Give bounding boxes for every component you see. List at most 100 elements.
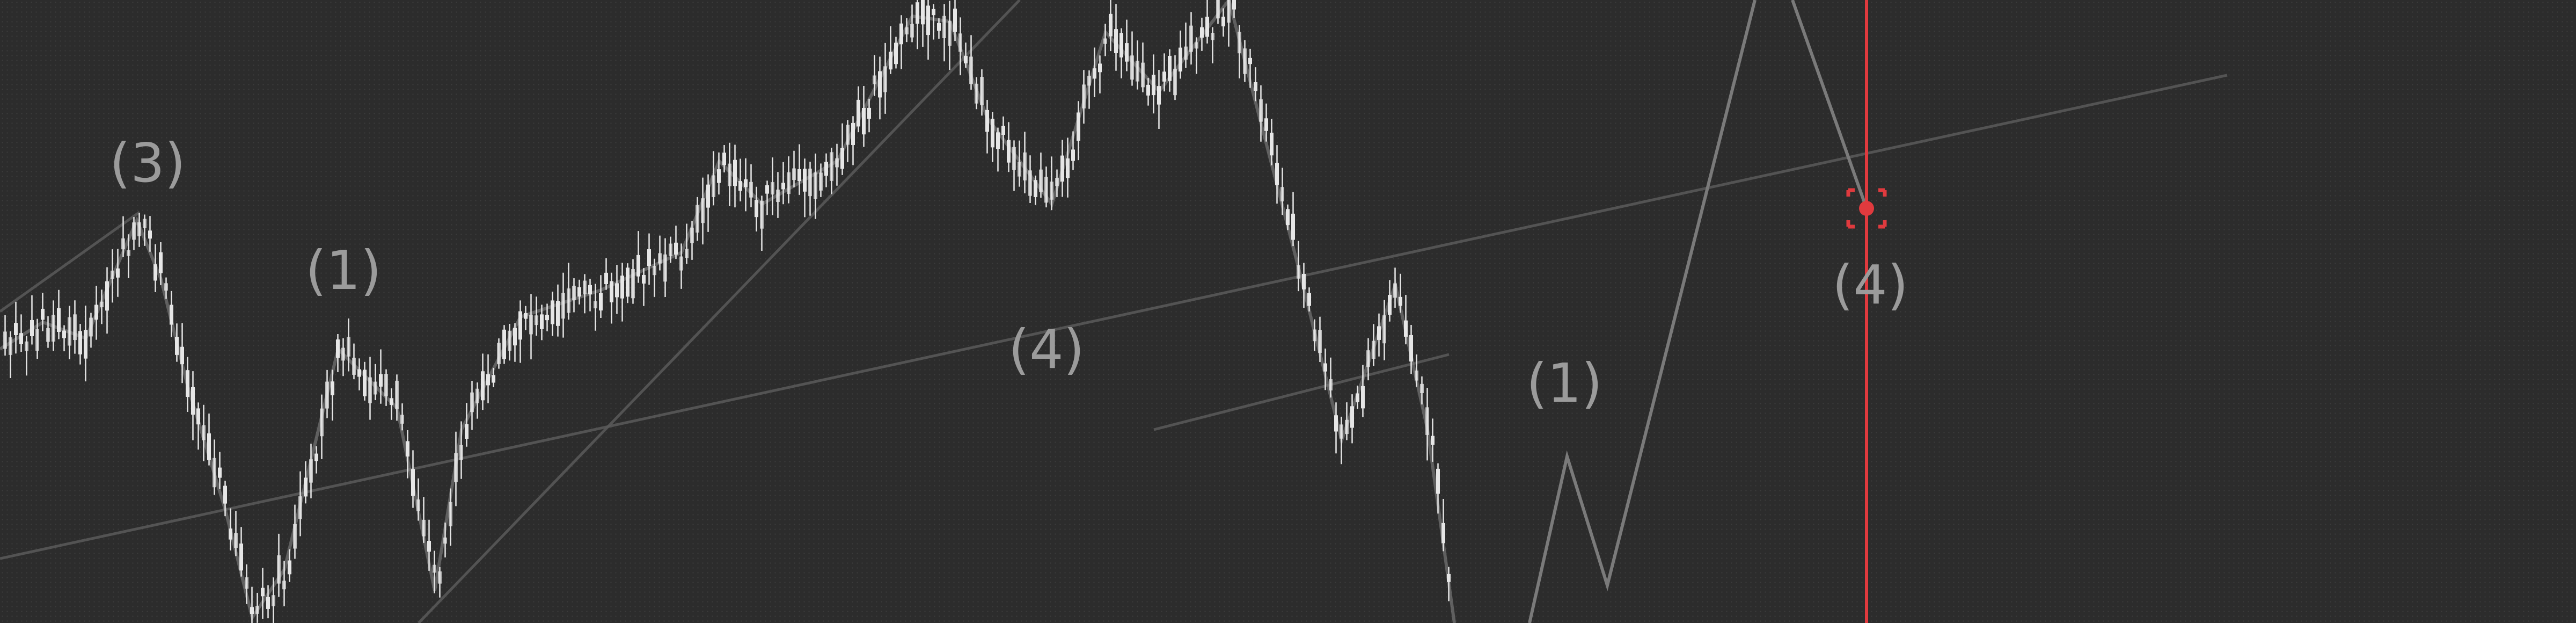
candle-body — [250, 607, 254, 614]
candle-body — [374, 381, 377, 395]
candle-body — [1313, 329, 1316, 342]
candle-body — [561, 293, 565, 319]
candle-body — [1334, 415, 1338, 432]
candle-body — [336, 339, 340, 358]
candle-body — [1152, 75, 1155, 96]
candle-body — [803, 169, 807, 192]
candle-body — [631, 269, 635, 299]
candle-body — [1141, 62, 1145, 88]
candle-body — [916, 2, 919, 24]
candle-body — [255, 606, 259, 614]
candle-body — [293, 524, 297, 549]
candle-body — [1200, 27, 1204, 38]
trend-lines — [0, 0, 2228, 623]
candle-body — [653, 266, 656, 276]
candle-body — [835, 158, 839, 168]
candle-body — [1103, 38, 1107, 44]
wave-label-4-right: (4) — [1832, 253, 1908, 316]
candle-body — [180, 346, 184, 365]
trend-line — [1153, 353, 1450, 431]
candle-body — [1329, 379, 1333, 390]
candle-body — [406, 441, 409, 457]
candle-body — [1259, 99, 1263, 122]
candle-body — [153, 264, 157, 281]
candle-body — [1297, 265, 1300, 279]
candle-body — [1039, 169, 1043, 192]
candle-body — [352, 358, 356, 375]
candle-body — [728, 163, 731, 186]
candle-body — [1409, 335, 1413, 362]
candle-body — [991, 119, 994, 148]
candle-body — [610, 281, 613, 302]
candle-body — [535, 315, 538, 325]
candle-body — [62, 330, 66, 338]
candle-body — [368, 377, 372, 403]
candle-body — [1248, 57, 1252, 64]
candle-body — [84, 330, 87, 359]
candle-body — [207, 433, 211, 460]
candle-body — [449, 502, 452, 526]
candle-body — [545, 315, 549, 321]
candle-body — [572, 286, 576, 301]
candle-body — [325, 381, 329, 409]
candle-body — [121, 238, 125, 250]
candle-body — [765, 185, 769, 194]
candle-body — [175, 337, 179, 355]
candle-body — [899, 23, 903, 45]
candle-body — [111, 270, 114, 279]
candle-body — [1264, 118, 1268, 131]
candle-body — [867, 107, 871, 119]
candle-body — [969, 56, 973, 84]
candle-body — [1189, 25, 1193, 52]
candle-body — [873, 75, 876, 84]
candle-body — [78, 331, 82, 354]
candle-body — [191, 387, 195, 415]
candle-body — [475, 388, 479, 403]
candle-body — [127, 250, 130, 256]
candle-body — [170, 305, 173, 325]
candle-body — [1232, 0, 1236, 10]
wave-path — [0, 0, 1456, 623]
candle-body — [416, 499, 420, 511]
candle-body — [712, 175, 715, 197]
crosshair-target-icon — [1846, 188, 1887, 229]
candle-body — [1393, 283, 1397, 298]
candle-body — [1280, 187, 1284, 202]
candle-body — [985, 110, 989, 132]
candle-body — [73, 314, 77, 341]
candle-body — [744, 179, 748, 187]
candle-body — [1302, 273, 1306, 289]
candle-body — [298, 496, 302, 519]
candle-body — [234, 533, 238, 548]
candle-body — [1372, 341, 1375, 359]
candle-body — [755, 200, 758, 218]
candle-body — [68, 317, 71, 346]
candle-body — [1254, 82, 1257, 91]
candle-body — [905, 27, 909, 35]
candle-body — [679, 256, 683, 271]
vertical-marker[interactable] — [1846, 0, 1887, 623]
wave-label-4-mid: (4) — [1008, 318, 1085, 381]
candle-body — [626, 267, 630, 297]
candle-body — [116, 268, 120, 278]
candle-body — [937, 23, 941, 31]
candle-body — [46, 328, 50, 342]
candle-body — [1216, 0, 1220, 19]
candle-body — [819, 172, 823, 191]
projection-line — [1528, 0, 1757, 623]
candle-body — [1125, 43, 1129, 62]
candle-body — [722, 153, 726, 165]
candle-body — [1211, 33, 1214, 40]
candle-body — [733, 160, 737, 186]
candle-body — [14, 323, 18, 335]
candle-body — [642, 274, 646, 284]
candle-body — [459, 445, 463, 460]
candle-body — [486, 374, 490, 386]
candle-body — [690, 227, 694, 243]
candle-body — [669, 243, 672, 256]
candle-body — [524, 313, 528, 319]
candle-body — [277, 555, 281, 584]
candle-body — [910, 24, 914, 38]
